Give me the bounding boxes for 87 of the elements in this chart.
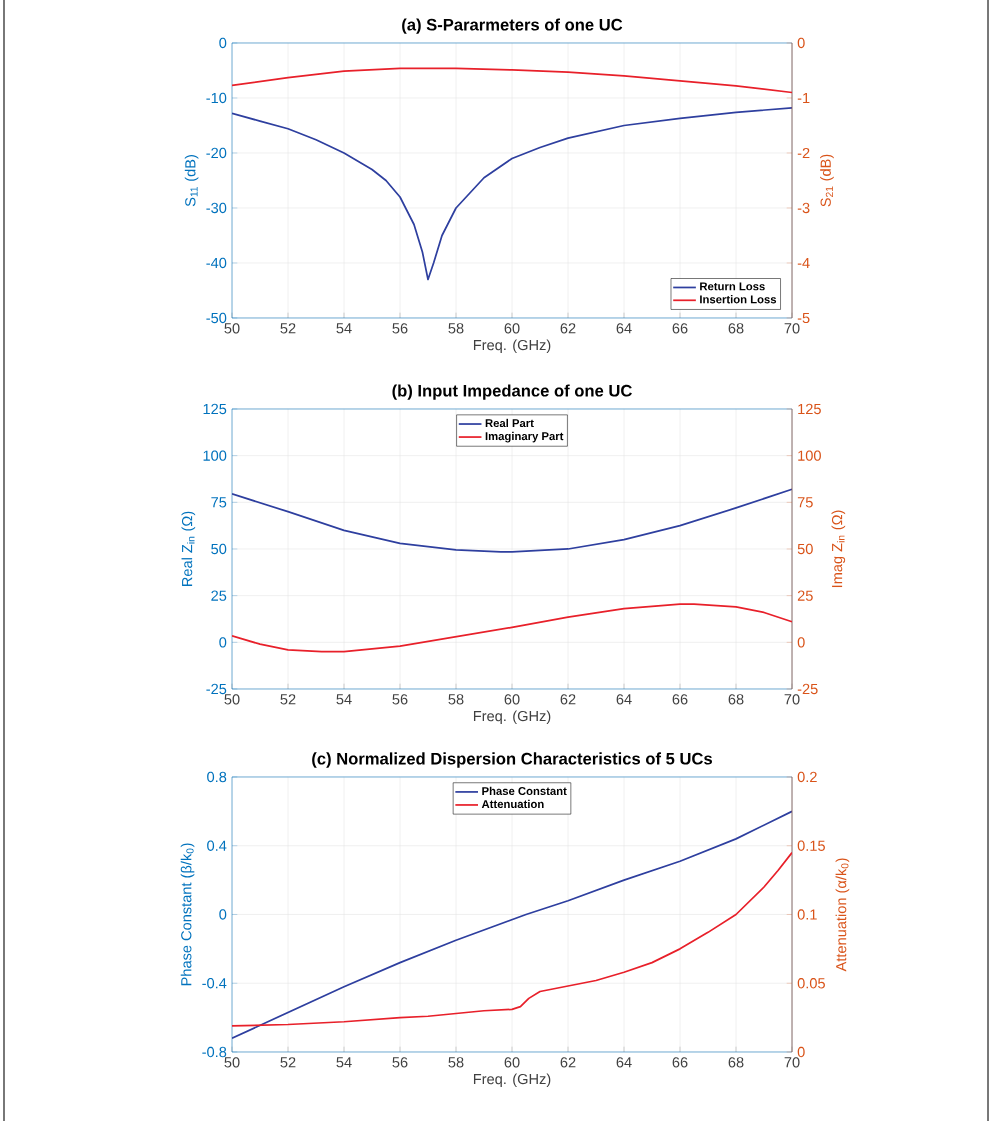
x-tick-label: 62 <box>560 323 576 334</box>
line-series <box>232 67 793 94</box>
x-axis-title: Freq. (GHz) <box>473 710 551 725</box>
x-tick-label: 60 <box>504 323 520 334</box>
x-tick-label: 56 <box>392 323 408 334</box>
x-tick-label: 56 <box>392 694 408 705</box>
y-tick-label: -0.4 <box>202 978 227 989</box>
y-tick-label: 0.8 <box>207 771 227 783</box>
y-tick-label: -30 <box>206 202 227 214</box>
legend-label: Phase Constant <box>482 786 567 796</box>
legend-label: Insertion Loss <box>700 295 777 304</box>
x-tick-label: 62 <box>560 694 576 705</box>
x-tick-label: 64 <box>616 694 632 705</box>
x-tick-label: 54 <box>336 694 352 705</box>
x-tick-label: 70 <box>784 323 800 334</box>
y2-tick-label: -2 <box>797 147 810 159</box>
legend-label: Attenuation <box>481 799 544 809</box>
y-tick-label: -20 <box>206 147 227 159</box>
y2-tick-label: 75 <box>797 497 813 508</box>
x-tick-label: 70 <box>784 1057 800 1068</box>
x-tick-label: 56 <box>392 1057 408 1068</box>
y-tick-label: 25 <box>211 590 227 601</box>
y-axis-title: Real Z$_{in}$ (Ω) <box>181 511 196 586</box>
chart-title: (c) Normalized Dispersion Characteristics of 5 UCs <box>312 752 712 768</box>
x-tick-label: 58 <box>448 694 464 705</box>
legend-label: Real Part <box>485 418 534 428</box>
legend-label: Imaginary Part <box>485 431 564 443</box>
chart-title: (b) Input Impedance of one UC <box>392 384 632 400</box>
y2-tick-label: 0 <box>797 37 805 49</box>
y2-axis-title: Imag Z$_{in}$ (Ω) <box>831 510 846 588</box>
x-tick-label: 68 <box>728 1057 744 1068</box>
x-tick-label: 68 <box>728 323 744 334</box>
x-tick-label: 64 <box>616 1057 632 1068</box>
y2-tick-label: 0.15 <box>797 840 825 851</box>
x-tick-label: 52 <box>280 694 296 705</box>
x-tick-label: 60 <box>504 694 520 705</box>
y2-tick-label: -4 <box>797 257 810 269</box>
legend-label: Return Loss <box>700 282 765 291</box>
y-tick-label: 0 <box>219 37 227 49</box>
y-tick-label: 125 <box>203 403 227 415</box>
x-tick-label: 70 <box>784 694 800 705</box>
y-tick-label: 100 <box>203 450 227 461</box>
y2-tick-label: -1 <box>797 92 810 104</box>
y2-tick-label: -3 <box>797 202 810 214</box>
y2-tick-label: -25 <box>797 683 818 695</box>
x-tick-label: 68 <box>728 694 744 705</box>
y-axis-title: S$_{11}$ (dB) <box>184 155 199 207</box>
y-tick-label: 0.4 <box>207 840 227 851</box>
x-tick-label: 66 <box>672 323 688 334</box>
x-tick-label: 58 <box>448 323 464 334</box>
x-tick-label: 64 <box>616 323 632 334</box>
x-tick-label: 54 <box>336 1057 352 1068</box>
y-axis-title: Phase Constant (β/k$_{0}$) <box>180 843 195 986</box>
x-tick-label: 58 <box>448 1057 464 1068</box>
x-tick-label: 54 <box>336 323 352 334</box>
y-tick-label: -0.8 <box>202 1046 227 1058</box>
x-tick-label: 52 <box>280 1057 296 1068</box>
y2-tick-label: 0 <box>797 1046 805 1058</box>
x-tick-label: 52 <box>280 323 296 334</box>
y-tick-label: -50 <box>206 312 227 324</box>
line-series <box>232 107 793 281</box>
y-tick-label: 75 <box>211 497 227 508</box>
line-series <box>232 488 793 553</box>
y2-axis-title: S$_{21}$ (dB) <box>820 154 834 207</box>
x-axis-title: Freq. (GHz) <box>473 339 551 354</box>
y-tick-label: -40 <box>206 257 227 269</box>
y-tick-label: 50 <box>211 543 227 555</box>
y2-axis-title: Attenuation (α/k$_{0}$) <box>835 858 850 972</box>
x-tick-label: 62 <box>560 1057 576 1068</box>
y2-tick-label: 25 <box>797 590 813 601</box>
chart-title: (a) S-Pararmeters of one UC <box>402 18 623 34</box>
y-tick-label: -25 <box>206 683 227 695</box>
y2-tick-label: 0.05 <box>797 978 825 989</box>
y2-tick-label: -5 <box>797 312 810 324</box>
x-tick-label: 66 <box>672 1057 688 1068</box>
y2-tick-label: 100 <box>798 450 821 461</box>
y2-tick-label: 0 <box>797 637 805 648</box>
x-axis-title: Freq. (GHz) <box>473 1073 551 1088</box>
x-tick-label: 60 <box>504 1057 520 1068</box>
y-tick-label: -10 <box>206 92 227 104</box>
y2-tick-label: 50 <box>797 543 813 555</box>
x-tick-label: 66 <box>672 694 688 705</box>
y-tick-label: 0 <box>219 637 227 648</box>
y2-tick-label: 0.2 <box>797 771 817 783</box>
y2-tick-label: 125 <box>798 403 821 415</box>
y2-tick-label: 0.1 <box>797 909 817 920</box>
y-tick-label: 0 <box>219 909 227 920</box>
